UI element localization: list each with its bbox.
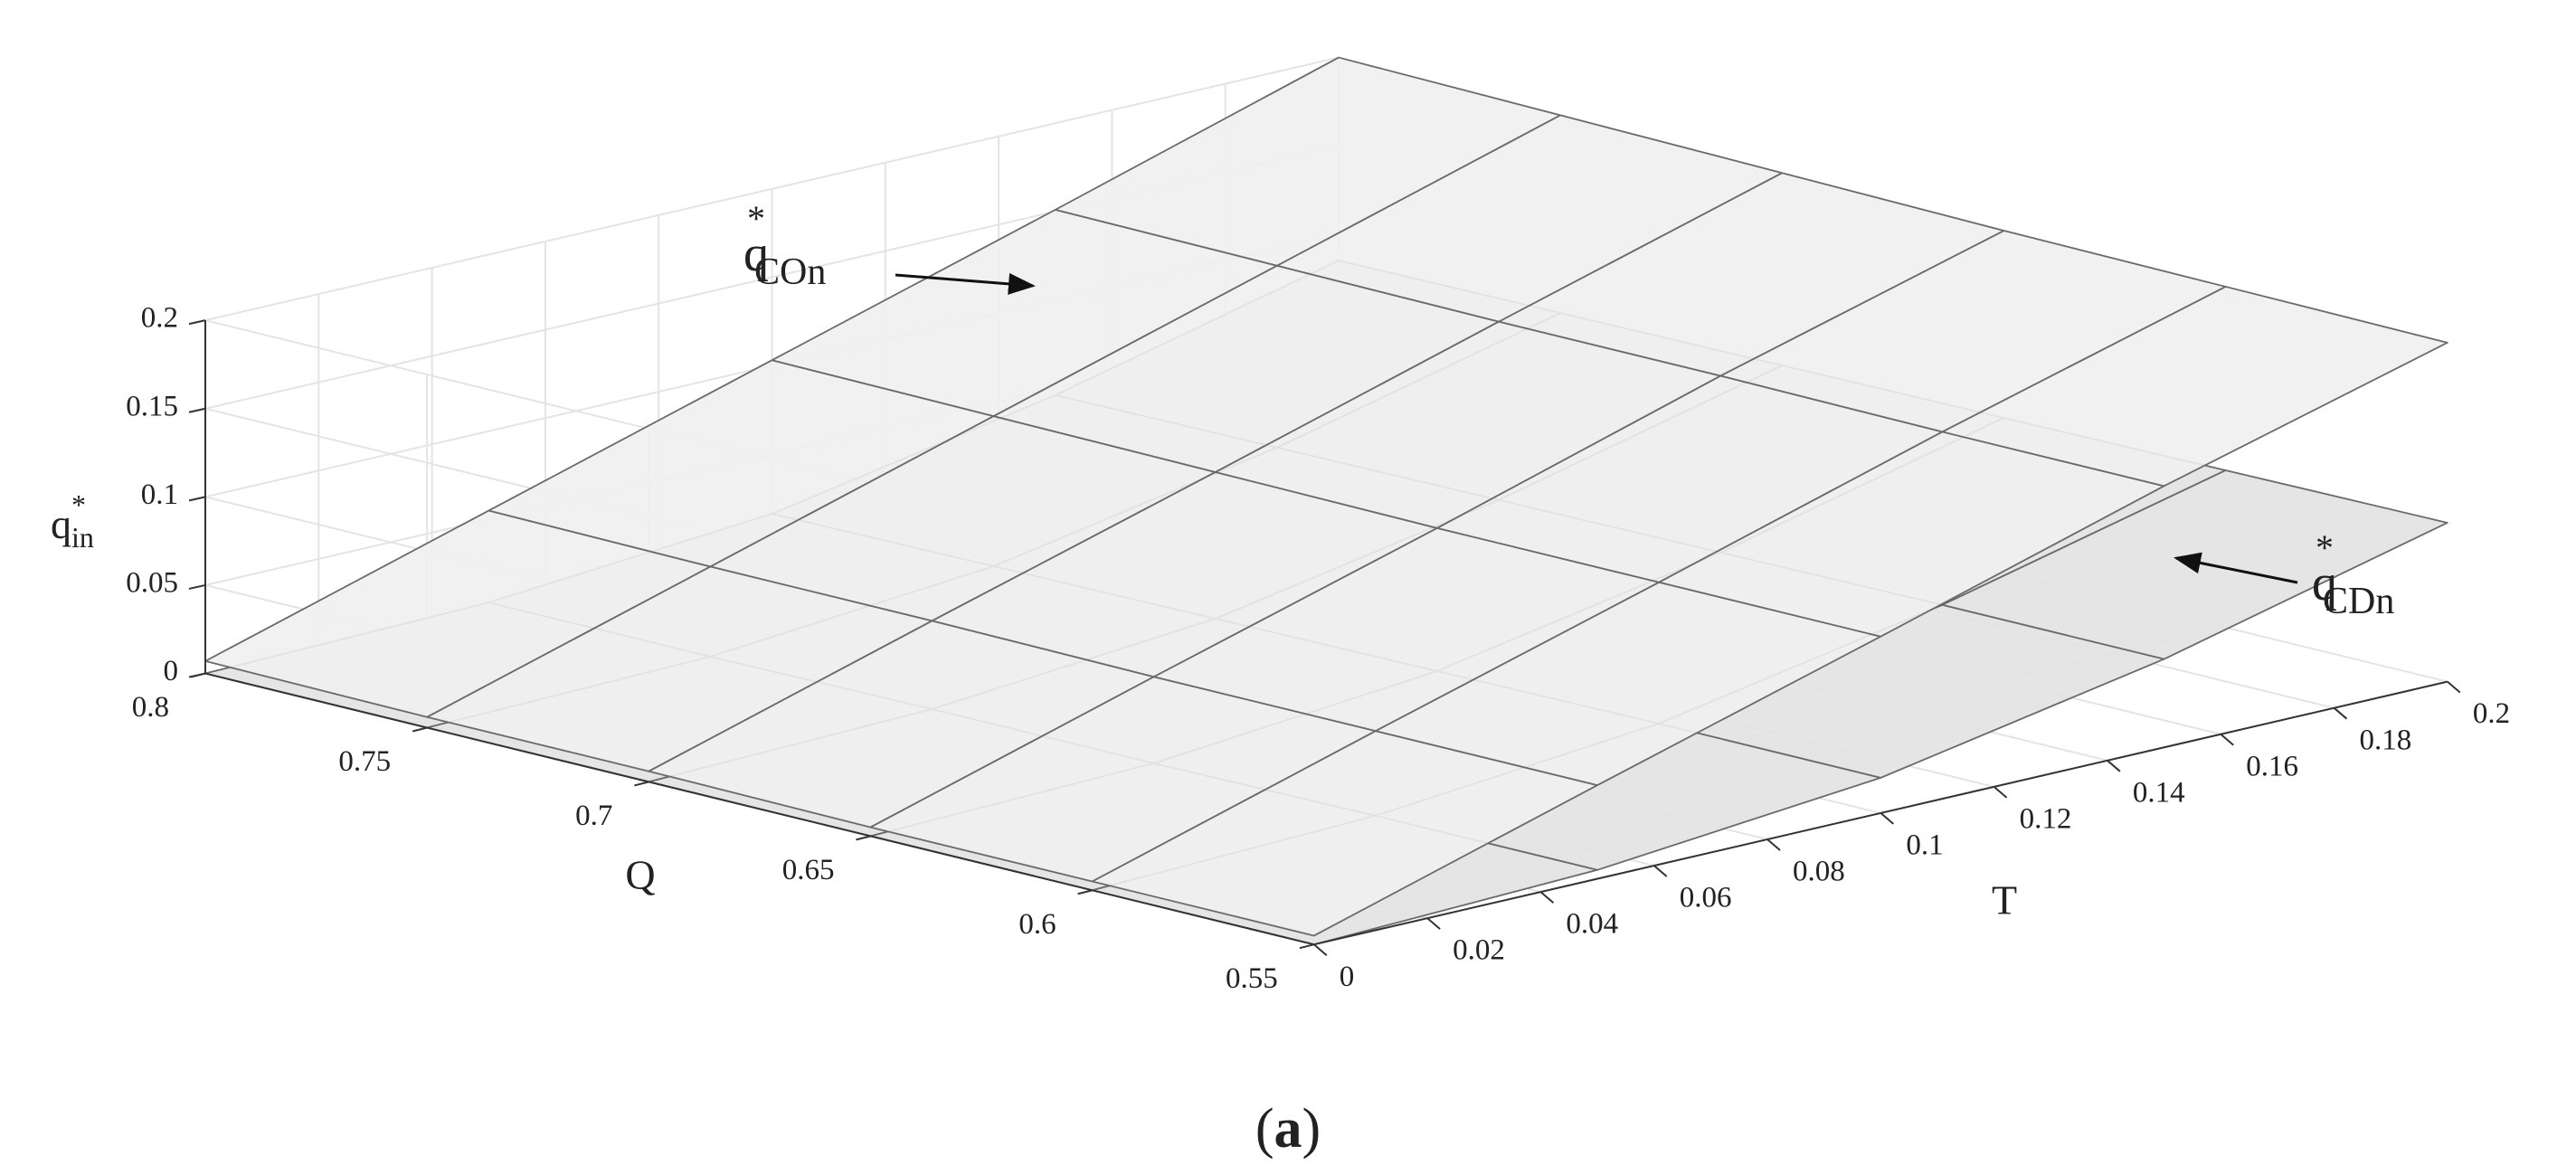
caption-open: ( <box>1255 1098 1274 1160</box>
annotation-sub: COn <box>754 251 826 293</box>
tick-mark <box>634 781 649 787</box>
tick-mark <box>2107 760 2121 772</box>
annotation-sup: * <box>747 198 765 239</box>
y-tick-label: 0.6 <box>1018 908 1056 941</box>
tick-mark <box>1313 943 1328 956</box>
x-tick-label: 0.18 <box>2360 724 2412 756</box>
annotation-base: q <box>743 226 769 282</box>
x-tick-label: 0.2 <box>2473 697 2510 730</box>
tick-mark <box>1653 865 1668 877</box>
z-tick-label: 0.2 <box>141 302 178 335</box>
x-tick-label: 0.14 <box>2133 776 2185 809</box>
tick-mark <box>1539 891 1555 904</box>
y-tick-label: 0.75 <box>338 745 391 778</box>
tick-mark <box>2447 680 2461 694</box>
x-axis-label: T <box>1992 877 2017 923</box>
tick-mark <box>2333 706 2348 720</box>
y-tick-label: 0.55 <box>1226 962 1278 995</box>
annotation: q* COn <box>743 198 826 292</box>
z-label-sup: * <box>71 488 86 521</box>
x-tick-label: 0 <box>1340 961 1355 993</box>
tick-mark <box>188 496 206 502</box>
annotation-base: q <box>2312 555 2337 611</box>
y-axis-label: Q <box>625 852 655 898</box>
caption: (a) <box>1255 1098 1321 1160</box>
tick-mark <box>1766 838 1781 851</box>
axes: 0 0.05 0.1 0.15 0.2 0.55 0.6 0.65 0.7 0.75 0.8 0 0.0… <box>126 302 2510 995</box>
annotation: q* CDn <box>2312 527 2394 621</box>
caption-letter: a <box>1274 1098 1302 1160</box>
x-tick-label: 0.12 <box>2020 802 2072 835</box>
z-tick-label: 0.1 <box>141 478 178 511</box>
tick-mark <box>856 835 871 841</box>
annotation-arrow <box>2174 552 2298 584</box>
tick-mark <box>188 319 206 326</box>
tick-mark <box>1880 812 1894 825</box>
annotation-arrow <box>895 272 1036 295</box>
surfaces <box>204 56 2448 946</box>
axis-line <box>204 672 1315 946</box>
tick-mark <box>412 726 428 733</box>
x-tick-label: 0.04 <box>1566 908 1618 941</box>
tick-mark <box>2220 733 2234 746</box>
tick-mark <box>1993 786 2008 799</box>
z-tick-label: 0.05 <box>126 567 178 600</box>
tick-mark <box>188 583 206 590</box>
tick-mark <box>1077 889 1093 895</box>
z-label-sub: in <box>71 521 94 554</box>
tick-mark <box>1426 917 1441 930</box>
tick-mark <box>1299 943 1315 950</box>
z-tick-label: 0 <box>164 655 179 687</box>
x-tick-label: 0.08 <box>1793 856 1845 888</box>
z-tick-label: 0.15 <box>126 390 178 422</box>
y-tick-label: 0.8 <box>132 691 169 724</box>
x-tick-label: 0.16 <box>2246 750 2298 782</box>
x-tick-label: 0.02 <box>1453 934 1505 967</box>
y-tick-label: 0.65 <box>782 854 835 886</box>
z-label-base: q <box>51 501 71 547</box>
caption-close: ) <box>1302 1098 1321 1160</box>
surface-cell <box>1941 286 2448 488</box>
x-tick-label: 0.1 <box>1906 829 1943 861</box>
x-tick-label: 0.06 <box>1680 882 1732 914</box>
tick-mark <box>188 407 206 413</box>
tick-mark <box>190 672 206 678</box>
annotation-sup: * <box>2316 527 2334 568</box>
y-tick-label: 0.7 <box>575 800 612 832</box>
annotation-sub: CDn <box>2323 581 2394 622</box>
z-axis-label: q* in <box>51 488 94 554</box>
